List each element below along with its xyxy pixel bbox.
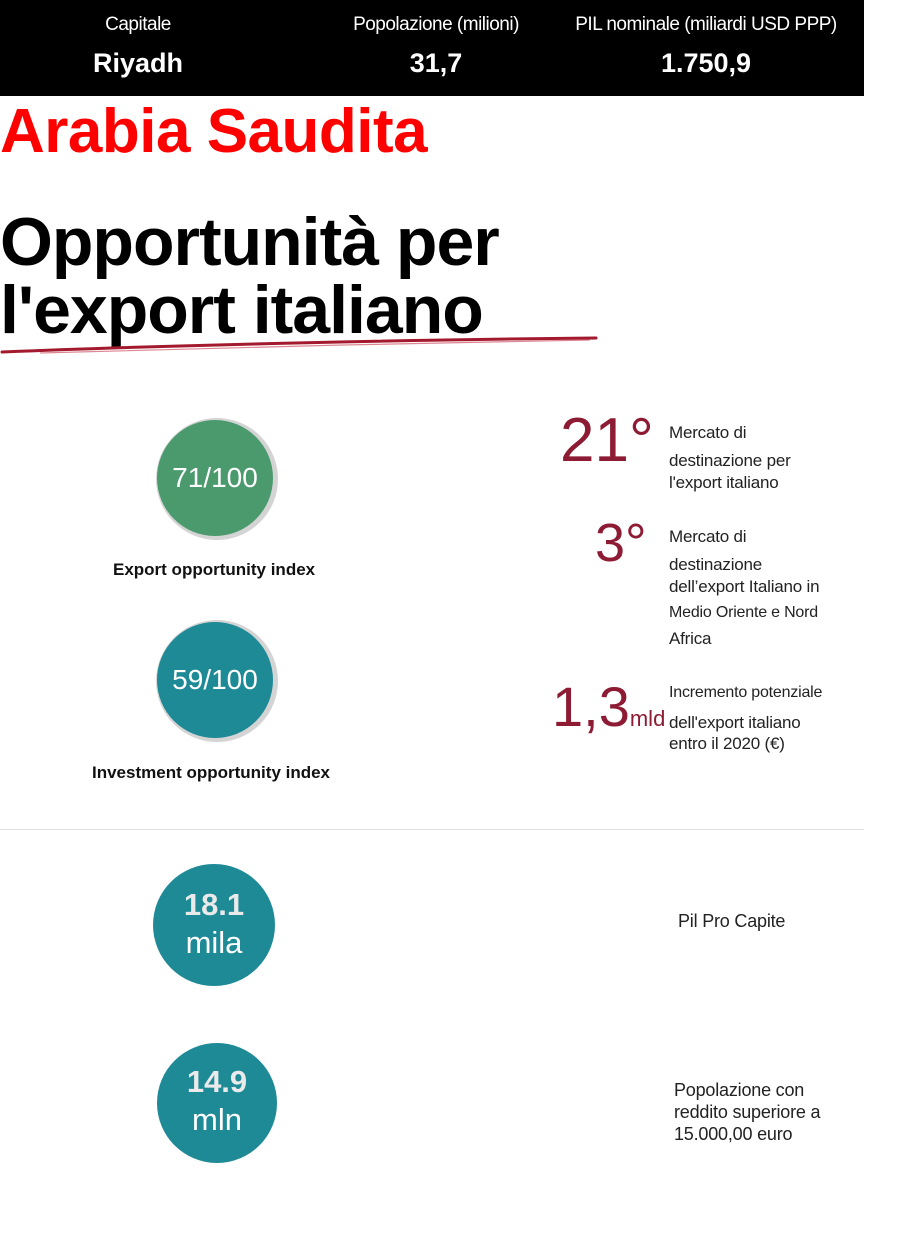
popolazione-reddito-line: Popolazione con [674,1080,805,1100]
rank-mena-line: destinazione [669,555,763,574]
popolazione-reddito-line: 15.000,00 euro [674,1124,793,1144]
export-index-label: Export opportunity index [113,560,316,579]
capitale-label: Capitale [105,14,171,35]
rank-mena-line: Medio Oriente e Nord [669,604,818,621]
popolazione-cell: Popolazione (milioni) 31,7 [322,0,550,96]
rank-world-text: Mercato di destinazione per l'export ita… [669,420,791,496]
increment-line: dell'export italiano [669,713,801,732]
investment-index-label: Investment opportunity index [92,763,331,782]
export-index-circle: 71/100 [157,420,273,536]
increment-line: Incremento potenziale [669,684,823,701]
pil-pro-capite-unit: mila [185,925,243,960]
rank-world-line: l'export italiano [669,473,779,492]
popolazione-reddito-number: 14.9 [186,1064,248,1099]
increment-line: entro il 2020 (€) [669,734,785,753]
pil-label: PIL nominale (miliardi USD PPP) [575,14,837,35]
increment-value-group: 1,3mld [552,676,665,753]
pil-value: 1.750,9 [660,48,752,78]
top-info-bar: Capitale Riyadh Popolazione (milioni) 31… [0,0,864,96]
investment-index-value: 59/100 [172,664,258,695]
popolazione-value: 31,7 [409,48,463,78]
pil-cell: PIL nominale (miliardi USD PPP) 1.750,9 [568,0,844,96]
page-headline: Opportunità per l'export italiano [0,204,500,348]
rank-world-line: Mercato di [669,423,747,442]
rank-world-line: destinazione per [669,451,791,470]
popolazione-reddito-line: reddito superiore a [674,1102,821,1122]
pil-pro-capite-circle: 18.1 mila [153,864,275,986]
increment-unit: mld [629,706,666,731]
capitale-value: Riyadh [92,48,184,78]
popolazione-reddito-unit: mln [192,1102,242,1137]
popolazione-reddito-text: Popolazione con reddito superiore a 15.0… [674,1079,820,1145]
increment-value: 1,3 [552,675,630,738]
section-divider [0,829,864,830]
capitale-cell: Capitale Riyadh [40,0,236,96]
headline-line-1: Opportunità per [0,204,500,280]
increment-text: Incremento potenziale dell'export italia… [669,680,822,754]
rank-world-value: 21° [560,406,654,475]
rank-mena-text: Mercato di destinazione dell’export Ital… [669,524,820,652]
rank-mena-line: dell’export Italiano in [669,577,820,596]
pil-pro-capite-number: 18.1 [183,887,245,922]
headline-underline [0,336,598,354]
popolazione-label: Popolazione (milioni) [353,14,519,35]
country-title: Arabia Saudita [0,97,428,166]
rank-mena-line: Mercato di [669,527,747,546]
investment-index-circle: 59/100 [157,622,273,738]
rank-mena-value: 3° [595,513,647,573]
rank-mena-line: Africa [669,629,712,648]
headline-line-2: l'export italiano [0,272,484,348]
export-index-value: 71/100 [172,462,258,493]
pil-pro-capite-label: Pil Pro Capite [678,911,786,931]
popolazione-reddito-circle: 14.9 mln [157,1043,277,1163]
